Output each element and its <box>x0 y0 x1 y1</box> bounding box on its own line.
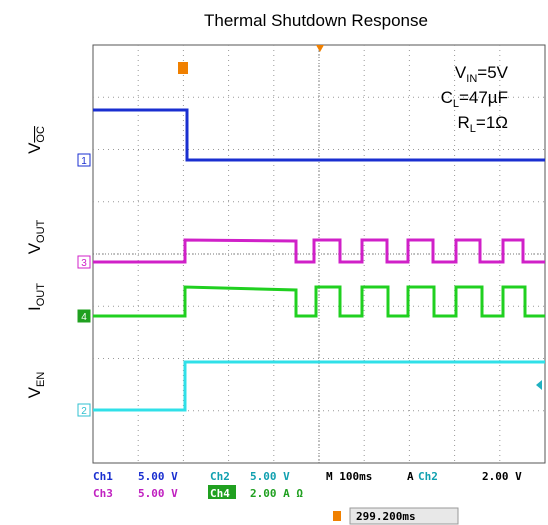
channel-marker-box <box>77 153 91 167</box>
ch3-wave <box>93 238 545 264</box>
ch2-wave <box>93 360 545 412</box>
status-item: 5.00 V <box>138 470 178 483</box>
trigger-icon <box>333 511 341 521</box>
status-item: Ch4 <box>210 487 230 500</box>
status-item: Ch2 <box>210 470 230 483</box>
level-marker <box>536 380 542 390</box>
channel-label-sub: OC <box>35 126 47 143</box>
channel-label: VEN <box>25 372 47 399</box>
condition: RL=1Ω <box>458 113 509 135</box>
status-item: 5.00 V <box>250 470 290 483</box>
status-item: M 100ms <box>326 470 372 483</box>
status-box <box>208 485 236 499</box>
condition: VIN=5V <box>455 63 509 85</box>
channel-label: VOUT <box>25 219 47 254</box>
channel-marker: 1 <box>81 156 87 167</box>
channel-label-sub: OUT <box>35 283 47 307</box>
condition-sub: L <box>453 98 459 110</box>
channel-marker-box <box>77 403 91 417</box>
condition: CL=47µF <box>441 88 508 110</box>
channel-marker-box <box>77 309 91 323</box>
trigger-pos: 299.200ms <box>356 510 416 523</box>
trigger-pos-box <box>349 507 459 525</box>
status-item: 5.00 V <box>138 487 178 500</box>
title: Thermal Shutdown Response <box>204 11 428 30</box>
condition-sub: IN <box>466 73 477 85</box>
channel-marker: 3 <box>81 258 87 269</box>
ch4-wave <box>93 285 545 318</box>
channel-label-main: V <box>25 242 44 254</box>
status-item: 2.00 V <box>482 470 522 483</box>
condition-main: R <box>458 113 470 132</box>
trigger-marker <box>178 62 188 74</box>
channel-label: IOUT <box>25 283 47 311</box>
channel-marker: 2 <box>81 406 87 417</box>
channel-label-main: I <box>25 306 44 311</box>
condition-rest: =47µF <box>459 88 508 107</box>
channel-label-sub: OUT <box>35 219 47 243</box>
channel-marker: 4 <box>81 312 87 323</box>
condition-sub: L <box>470 123 476 135</box>
status-item: Ch3 <box>93 487 113 500</box>
status-item: A <box>407 470 414 483</box>
status-item: 2.00 A Ω <box>250 487 303 500</box>
channel-label: VOC <box>25 126 47 154</box>
condition-main: C <box>441 88 453 107</box>
channel-marker-box <box>77 255 91 269</box>
ch1-wave <box>93 108 545 162</box>
time-marker <box>316 45 324 52</box>
channel-label-sub: EN <box>35 372 47 387</box>
channel-label-main: V <box>25 386 44 398</box>
condition-main: V <box>455 63 467 82</box>
status-item: Ch2 <box>418 470 438 483</box>
condition-rest: =1Ω <box>476 113 508 132</box>
channel-label-main: V <box>25 142 44 154</box>
condition-rest: =5V <box>477 63 508 82</box>
status-item: Ch1 <box>93 470 113 483</box>
